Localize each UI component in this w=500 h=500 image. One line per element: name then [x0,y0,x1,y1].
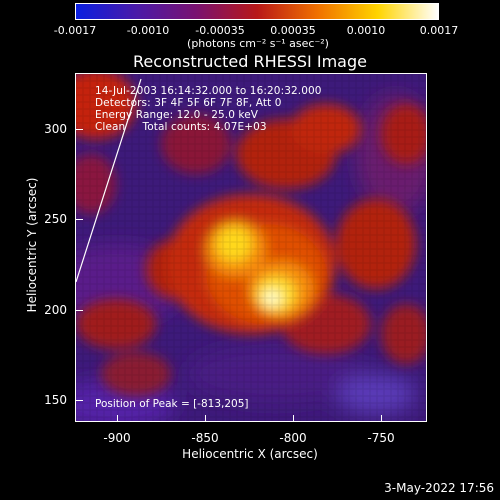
x-tick-label: -900 [103,431,131,445]
x-tick-label: -750 [367,431,395,445]
y-tick-label: 200 [44,303,67,317]
y-tick [76,219,83,220]
x-tick-label: -800 [279,431,307,445]
x-tick [293,415,294,422]
y-tick-label: 150 [44,393,67,407]
colorbar-units: (photons cm⁻² s⁻¹ asec⁻²) [187,37,329,50]
colorbar-tick-label: 0.00035 [270,24,316,37]
x-tick [205,415,206,422]
y-tick [76,310,83,311]
rhessi-image-plot [75,73,427,422]
colorbar [75,3,439,20]
colorbar-tick-label: -0.00035 [195,24,245,37]
colorbar-tick-label: 0.0017 [419,24,459,37]
x-tick [117,415,118,422]
x-tick [381,415,382,422]
y-tick-label: 250 [44,212,67,226]
x-tick-label: -850 [191,431,219,445]
x-axis-label: Heliocentric X (arcsec) [182,447,318,461]
info-energy-range: Energy Range: 12.0 - 25.0 keV [95,109,259,121]
limb-line [76,78,142,283]
info-detectors: Detectors: 3F 4F 5F 6F 7F 8F, Att 0 [95,97,282,109]
colorbar-tick-label: -0.0010 [126,24,170,37]
y-axis-label: Heliocentric Y (arcsec) [25,177,39,313]
peak-position-label: Position of Peak = [-813,205] [95,398,249,410]
plot-title: Reconstructed RHESSI Image [133,52,367,71]
colorbar-tick-label: -0.0017 [53,24,97,37]
y-tick [76,400,83,401]
colorbar-tick-label: 0.0010 [346,24,386,37]
heatmap-image [76,74,426,421]
info-time-range: 14-Jul-2003 16:14:32.000 to 16:20:32.000 [95,85,322,97]
y-tick-label: 300 [44,122,67,136]
timestamp: 3-May-2022 17:56 [384,481,494,495]
y-tick [76,129,83,130]
info-clean-counts: Clean Total counts: 4.07E+03 [95,121,267,133]
